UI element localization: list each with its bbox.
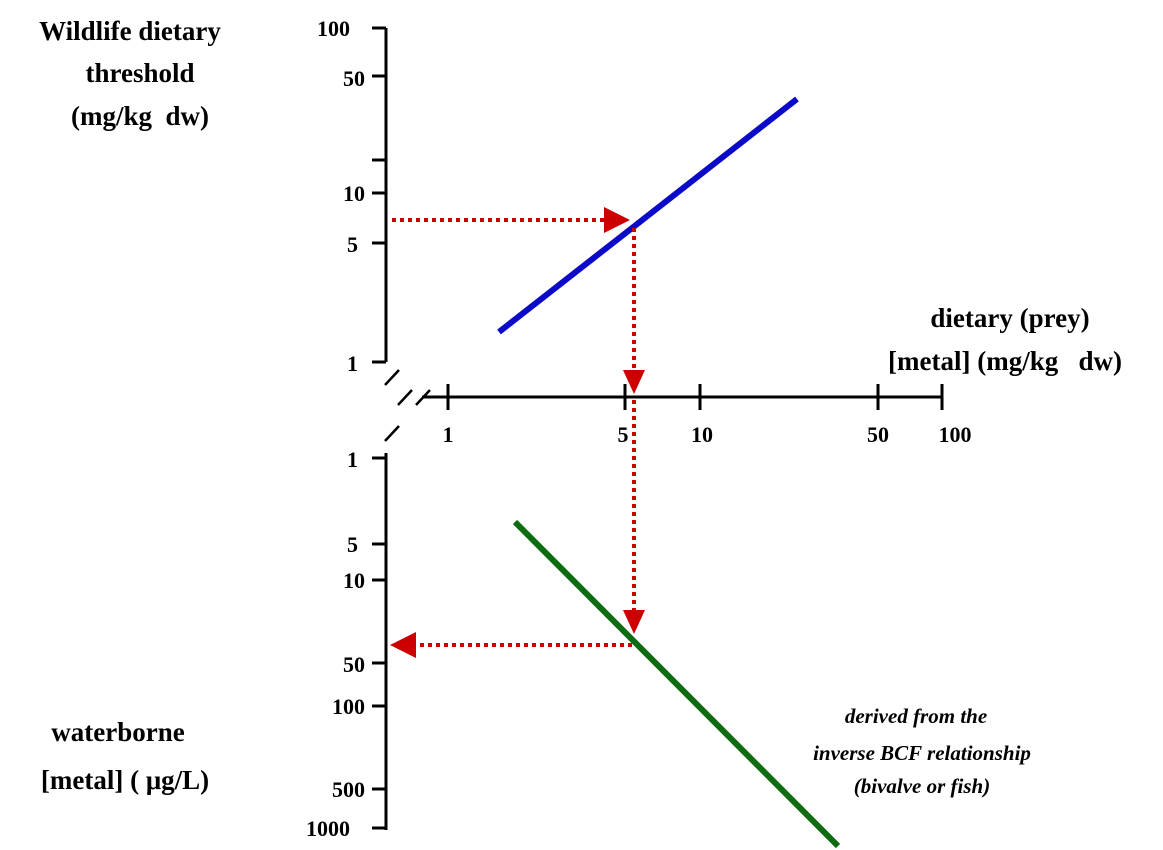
top-axis-title-line-1: Wildlife dietary — [39, 16, 221, 46]
top-tick-50: 50 — [343, 66, 365, 91]
bottom-tick-500: 500 — [332, 777, 365, 802]
top-tick-10: 10 — [343, 181, 365, 206]
top-tick-5: 5 — [347, 232, 358, 257]
bottom-tick-1000: 1000 — [306, 816, 350, 841]
arrowhead-right — [604, 207, 630, 233]
axis-break-marks — [384, 365, 431, 442]
bottom-tick-50: 50 — [343, 652, 365, 677]
middle-tick-5: 5 — [618, 422, 629, 447]
bottom-axis-title-line-2: [metal] ( μg/L) — [41, 765, 209, 795]
top-tick-1: 1 — [347, 351, 358, 376]
annotation-line-3: (bivalve or fish) — [854, 774, 990, 798]
arrowhead-left — [390, 632, 416, 658]
dietary-threshold-line — [497, 96, 799, 335]
bottom-y-axis — [372, 453, 388, 830]
bottom-tick-100: 100 — [332, 694, 365, 719]
top-axis-title-line-2: threshold — [85, 58, 194, 88]
bottom-axis-title-line-1: waterborne — [51, 717, 184, 747]
arrowhead-down-lower — [623, 610, 645, 634]
bottom-tick-1: 1 — [347, 447, 358, 472]
middle-tick-50: 50 — [867, 422, 889, 447]
middle-x-axis — [422, 384, 944, 410]
arrowhead-down-upper — [623, 370, 645, 394]
middle-axis-title-line-1: dietary (prey) — [930, 303, 1089, 333]
bottom-tick-5: 5 — [347, 532, 358, 557]
annotation-line-1: derived from the — [845, 704, 987, 728]
middle-tick-10: 10 — [691, 422, 713, 447]
annotation-line-2: inverse BCF relationship — [813, 741, 1031, 765]
inverse-bcf-line — [512, 519, 841, 849]
middle-axis-title-line-2: [metal] (mg/kg dw) — [888, 346, 1122, 376]
bottom-tick-10: 10 — [343, 568, 365, 593]
top-axis-title-line-3: (mg/kg dw) — [71, 101, 209, 131]
middle-tick-100: 100 — [939, 422, 972, 447]
top-y-axis — [372, 26, 388, 364]
top-tick-100: 100 — [317, 16, 350, 41]
middle-tick-1: 1 — [443, 422, 454, 447]
